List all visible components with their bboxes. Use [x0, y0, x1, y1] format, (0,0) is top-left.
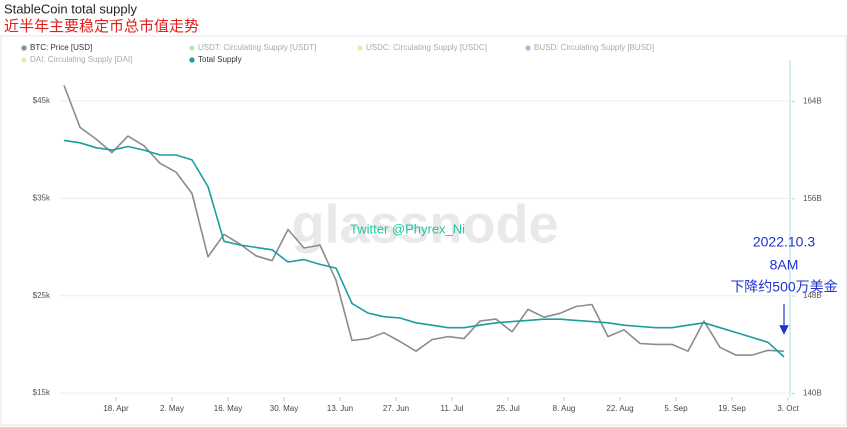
x-tick-label: 16. May: [214, 404, 242, 413]
legend-label: BTC: Price [USD]: [30, 43, 92, 52]
series-line: [63, 139, 785, 358]
annotation: 2022.10.3: [753, 234, 815, 250]
chart-frame: [0, 35, 847, 426]
x-tick-label: 19. Sep: [718, 404, 746, 413]
x-tick-label: 8. Aug: [553, 404, 576, 413]
x-tick-label: 2. May: [160, 404, 184, 413]
x-tick-label: 27. Jun: [383, 404, 409, 413]
x-tick-label: 30. May: [270, 404, 298, 413]
x-tick-label: 18. Apr: [103, 404, 129, 413]
x-tick-label: 22. Aug: [606, 404, 633, 413]
legend-swatch: [357, 45, 363, 51]
y-tick-label: $15k: [33, 388, 51, 397]
legend-label: USDC: Circulating Supply [USDC]: [366, 43, 487, 52]
y-tick-label: $25k: [33, 291, 51, 300]
y2-tick-label: 140B: [803, 388, 822, 397]
chart-title: StableCoin total supply: [4, 1, 137, 16]
series-line: [63, 85, 785, 356]
legend-swatch: [525, 45, 531, 51]
x-tick-label: 5. Sep: [664, 404, 688, 413]
legend-swatch: [21, 45, 27, 51]
y2-tick-label: 156B: [803, 194, 822, 203]
plot: $15k $25k $35k $45k 140B 148B 156B 164B 18. Apr 2…: [21, 43, 838, 413]
legend-swatch: [21, 57, 27, 63]
y2-tick-label: 164B: [803, 97, 822, 106]
annotation: 8AM: [770, 257, 799, 273]
y-tick-label: $35k: [33, 193, 51, 202]
legend-swatch: [189, 57, 195, 63]
chart-subtitle: 近半年主要稳定币总市值走势: [4, 18, 199, 35]
annotation: Twitter @Phyrex_Ni: [350, 221, 465, 236]
legend-label: Total Supply: [198, 55, 242, 64]
legend-swatch: [189, 45, 195, 51]
legend-label: BUSD: Circulating Supply [BUSD]: [534, 43, 654, 52]
y-tick-label: $45k: [33, 96, 51, 105]
x-tick-label: 11. Jul: [441, 404, 464, 413]
legend-label: DAI: Circulating Supply [DAI]: [30, 55, 132, 64]
watermark: glassnode: [291, 194, 558, 254]
x-tick-label: 25. Jul: [496, 404, 520, 413]
x-tick-label: 3. Oct: [777, 404, 799, 413]
legend-label: USDT: Circulating Supply [USDT]: [198, 43, 316, 52]
x-tick-label: 13. Jun: [327, 404, 353, 413]
annotation: 下降约500万美金: [730, 279, 837, 295]
y2-tick-label: 148B: [803, 291, 822, 300]
